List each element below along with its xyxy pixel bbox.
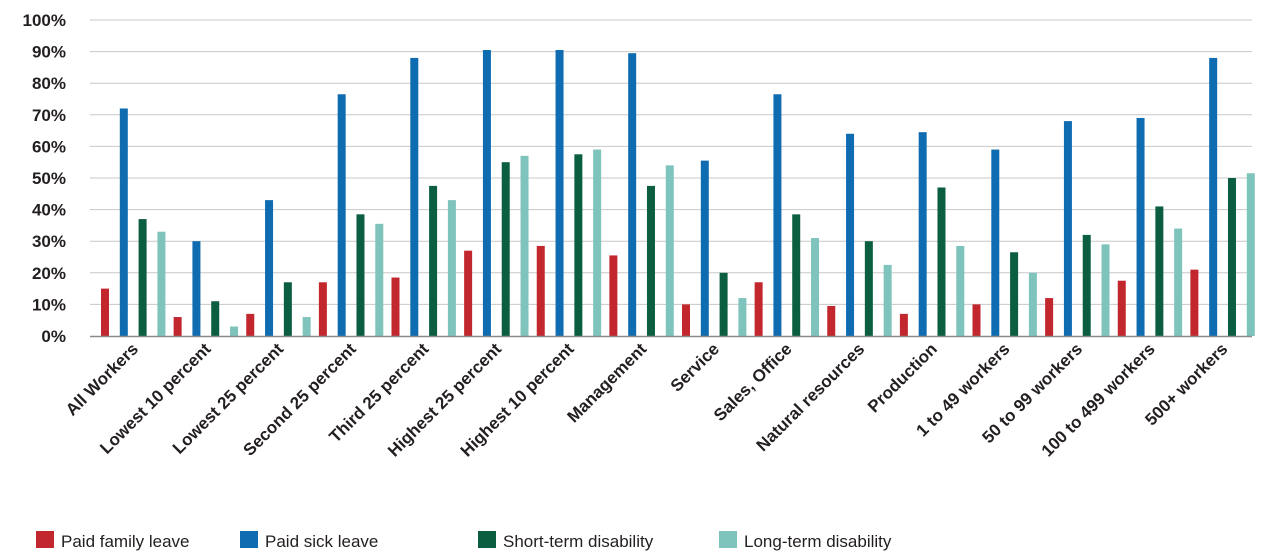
bar-paid-sick-leave <box>482 50 491 337</box>
legend-label: Paid family leave <box>61 532 190 551</box>
bar-paid-family-leave <box>173 317 182 336</box>
bar-short-term-disability <box>1010 252 1019 336</box>
bar-long-term-disability <box>1246 173 1255 336</box>
bar-paid-sick-leave <box>1136 117 1145 337</box>
bar-short-term-disability <box>356 214 365 336</box>
bar-long-term-disability <box>375 223 384 336</box>
bar-paid-family-leave <box>101 288 109 336</box>
bar-short-term-disability <box>429 185 438 336</box>
bar-paid-sick-leave <box>773 94 782 336</box>
legend-swatch <box>36 531 54 548</box>
bar-long-term-disability <box>157 231 166 336</box>
bar-long-term-disability <box>447 200 456 336</box>
legend-label: Short-term disability <box>503 532 654 551</box>
bar-short-term-disability <box>1227 178 1236 336</box>
bar-long-term-disability <box>1174 228 1183 336</box>
legend: Paid family leave Paid sick leave Short-te… <box>36 531 892 551</box>
bar-paid-sick-leave <box>918 132 927 336</box>
bar-paid-sick-leave <box>337 94 346 336</box>
bar-paid-family-leave <box>318 282 327 336</box>
y-tick-label: 60% <box>32 137 66 156</box>
bar-long-term-disability <box>883 264 892 336</box>
bar-paid-family-leave <box>1117 280 1126 336</box>
bar-short-term-disability <box>646 185 655 336</box>
x-category-label: Service <box>667 339 723 395</box>
bar-paid-sick-leave <box>1209 57 1218 337</box>
y-tick-label: 50% <box>32 169 66 188</box>
bar-long-term-disability <box>738 298 747 336</box>
bar-paid-family-leave <box>391 277 400 336</box>
bar-paid-family-leave <box>1045 298 1054 336</box>
x-category-label: Production <box>864 339 941 416</box>
legend-swatch <box>240 531 258 548</box>
bar-short-term-disability <box>1082 234 1091 336</box>
bar-paid-sick-leave <box>410 57 419 337</box>
bar-paid-sick-leave <box>846 133 855 336</box>
y-tick-label: 30% <box>32 232 66 251</box>
bar-short-term-disability <box>138 219 147 336</box>
bar-paid-family-leave <box>246 313 255 336</box>
bar-paid-sick-leave <box>265 200 274 336</box>
bar-paid-sick-leave <box>1063 121 1072 337</box>
y-tick-label: 80% <box>32 74 66 93</box>
bar-long-term-disability <box>1101 244 1110 336</box>
bar-short-term-disability <box>719 272 728 336</box>
bar-paid-sick-leave <box>555 50 564 337</box>
bar-paid-sick-leave <box>192 241 201 336</box>
legend-swatch <box>478 531 496 548</box>
bar-long-term-disability <box>230 326 239 336</box>
y-tick-label: 0% <box>41 327 66 346</box>
bar-short-term-disability <box>501 162 510 336</box>
bar-paid-family-leave <box>899 313 908 336</box>
bar-paid-family-leave <box>972 304 981 336</box>
y-tick-label: 70% <box>32 106 66 125</box>
bar-paid-family-leave <box>536 245 545 336</box>
bar-short-term-disability <box>574 154 583 336</box>
y-axis-tick-labels: 0% 10% 20% 30% 40% 50% 60% 70% 80% 90% 100% <box>23 11 66 346</box>
bar-paid-family-leave <box>464 250 473 336</box>
bar-long-term-disability <box>593 149 602 336</box>
bar-paid-sick-leave <box>119 108 128 336</box>
legend-label: Paid sick leave <box>265 532 378 551</box>
bar-short-term-disability <box>864 241 873 336</box>
x-category-label: All Workers <box>62 339 142 419</box>
bar-long-term-disability <box>811 238 820 336</box>
bar-long-term-disability <box>1028 272 1037 336</box>
bar-long-term-disability <box>520 155 529 336</box>
bars <box>101 50 1255 337</box>
bar-short-term-disability <box>1155 206 1164 336</box>
bar-short-term-disability <box>792 214 801 336</box>
bar-short-term-disability <box>211 301 220 336</box>
y-tick-label: 10% <box>32 295 66 314</box>
legend-label: Long-term disability <box>744 532 892 551</box>
y-tick-label: 100% <box>23 11 66 30</box>
y-tick-label: 90% <box>32 43 66 62</box>
bar-paid-sick-leave <box>700 160 709 336</box>
bar-long-term-disability <box>665 165 674 336</box>
bar-short-term-disability <box>283 282 292 336</box>
bar-paid-family-leave <box>754 282 763 336</box>
bar-long-term-disability <box>956 245 965 336</box>
bar-paid-sick-leave <box>991 149 1000 336</box>
y-tick-label: 40% <box>32 201 66 220</box>
bar-paid-family-leave <box>1190 269 1199 336</box>
y-tick-label: 20% <box>32 264 66 283</box>
legend-swatch <box>719 531 737 548</box>
bar-paid-family-leave <box>682 304 690 336</box>
bar-paid-family-leave <box>609 255 618 336</box>
bar-paid-family-leave <box>827 305 836 336</box>
bar-paid-sick-leave <box>628 53 637 337</box>
bar-short-term-disability <box>937 187 946 336</box>
bar-long-term-disability <box>302 317 311 336</box>
